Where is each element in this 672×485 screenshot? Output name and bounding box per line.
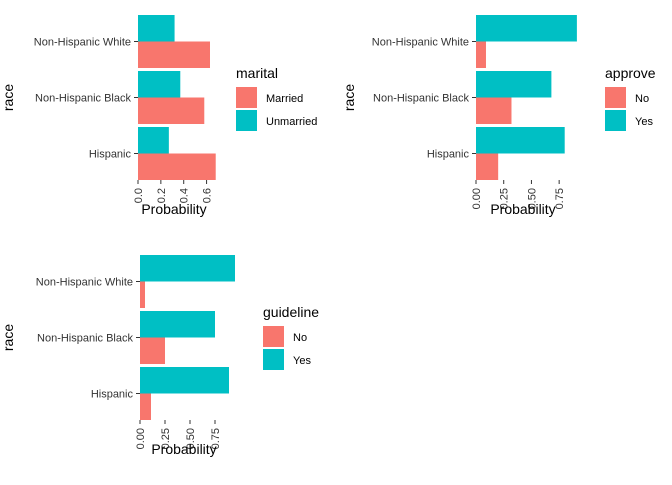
bar-married-2 <box>138 97 205 124</box>
y-axis-label: race <box>341 84 357 111</box>
legend-swatch-no <box>605 87 626 108</box>
chart-panel-1: Non-Hispanic White Non-Hispanic Black Hisp… <box>0 15 317 217</box>
bar-no-2 <box>476 97 512 124</box>
x-axis-label: Probability <box>490 201 555 217</box>
bar-no-3 <box>476 153 499 180</box>
bar-no-1 <box>140 281 145 308</box>
bar-unmarried-3 <box>138 127 169 154</box>
x-tick-label: 0.4 <box>179 188 191 203</box>
x-tick-label: 0.75 <box>554 188 566 209</box>
legend-swatch-no <box>263 326 284 347</box>
x-tick-label: 0.75 <box>210 428 222 449</box>
y-axis-label: race <box>0 324 16 351</box>
bar-yes-1 <box>476 15 577 42</box>
legend-title: guideline <box>263 304 319 320</box>
y-tick-label: Non-Hispanic White <box>372 37 469 49</box>
legend-label-unmarried: Unmarried <box>266 116 317 128</box>
y-axis-label: race <box>0 84 16 111</box>
y-tick-label: Non-Hispanic White <box>36 277 133 289</box>
x-tick-label: 0.00 <box>471 188 483 209</box>
legend-label-yes: Yes <box>293 355 311 367</box>
legend-label-yes: Yes <box>635 116 653 128</box>
x-tick-label: 0.25 <box>499 188 511 209</box>
legend-swatch-married <box>236 87 257 108</box>
bar-yes-3 <box>476 127 565 154</box>
y-tick-label: Hispanic <box>91 389 134 401</box>
x-tick-label: 0.00 <box>135 428 147 449</box>
bar-yes-3 <box>140 367 229 394</box>
legend-title: marital <box>236 65 278 81</box>
x-axis-label: Probability <box>151 441 216 457</box>
y-tick-label: Non-Hispanic Black <box>35 93 131 105</box>
x-tick-label: 0.2 <box>156 188 168 203</box>
bar-yes-2 <box>476 71 552 98</box>
bar-yes-2 <box>140 311 215 338</box>
x-axis-label: Probability <box>141 201 206 217</box>
y-tick-label: Non-Hispanic Black <box>373 93 469 105</box>
y-tick-label: Hispanic <box>89 149 132 161</box>
legend-swatch-yes <box>263 349 284 370</box>
x-tick-label: 0.0 <box>133 188 145 203</box>
x-tick-label: 0.50 <box>185 428 197 449</box>
x-tick-label: 0.50 <box>526 188 538 209</box>
y-tick-label: Non-Hispanic Black <box>37 333 133 345</box>
legend-title: approve <box>605 65 656 81</box>
legend-swatch-unmarried <box>236 110 257 131</box>
bar-yes-1 <box>140 255 235 282</box>
legend-swatch-yes <box>605 110 626 131</box>
x-tick-label: 0.6 <box>202 188 214 203</box>
bar-unmarried-1 <box>138 15 175 42</box>
chart-panel-2: Non-Hispanic White Non-Hispanic Black Hisp… <box>341 15 656 217</box>
legend-label-no: No <box>293 332 307 344</box>
bar-no-3 <box>140 393 151 420</box>
legend-label-no: No <box>635 93 649 105</box>
bar-no-1 <box>476 41 486 68</box>
bar-unmarried-2 <box>138 71 181 98</box>
legend-label-married: Married <box>266 93 303 105</box>
bar-married-3 <box>138 153 216 180</box>
chart-panel-3: Non-Hispanic White Non-Hispanic Black Hisp… <box>0 255 319 457</box>
bar-married-1 <box>138 41 210 68</box>
bar-no-2 <box>140 337 165 364</box>
y-tick-label: Non-Hispanic White <box>34 37 131 49</box>
y-tick-label: Hispanic <box>427 149 470 161</box>
x-tick-label: 0.25 <box>160 428 172 449</box>
